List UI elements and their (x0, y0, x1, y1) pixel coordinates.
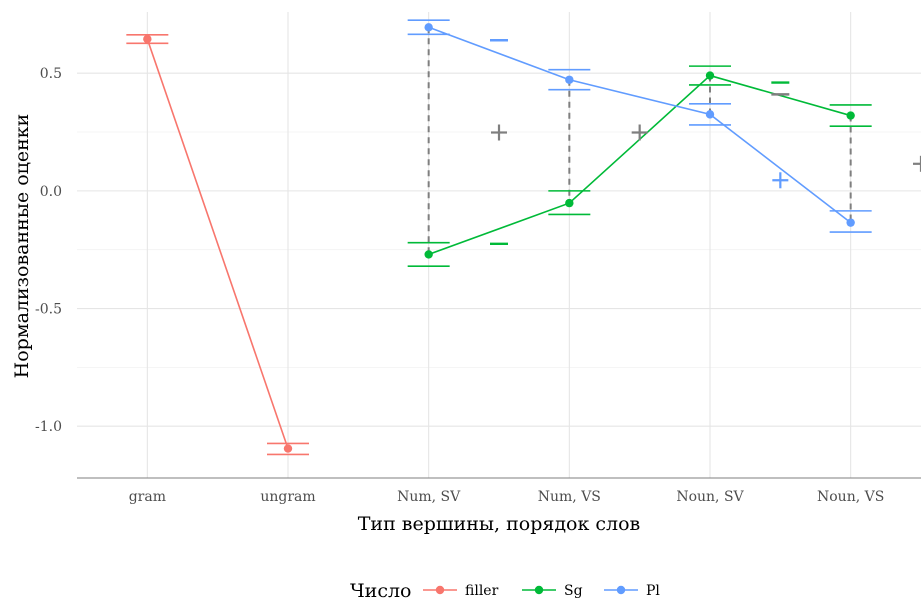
data-point (705, 110, 715, 119)
y-tick-label: -1.0 (35, 419, 62, 435)
series-line-Pl (428, 26, 852, 224)
data-point (424, 23, 433, 32)
x-tick-label: Num, SV (397, 489, 461, 505)
y-tick-label: 0.5 (40, 66, 62, 82)
data-point (565, 198, 574, 208)
legend-label: Pl (646, 583, 660, 599)
legend-key-point (534, 585, 544, 595)
legend: Число filler Sg Pl (350, 580, 660, 600)
series-line-Sg (428, 74, 851, 256)
data-point (424, 250, 433, 259)
data-point (846, 111, 855, 120)
legend-label: filler (465, 583, 499, 599)
y-tick-labels: -1.0 -0.5 0.0 0.5 (35, 66, 62, 435)
x-tick-label: gram (129, 489, 166, 505)
legend-key-point (616, 585, 626, 595)
data-points (143, 23, 855, 453)
connector-lines (427, 27, 852, 255)
significance-markers (490, 39, 921, 246)
x-axis-title: Тип вершины, порядок слов (358, 513, 641, 535)
data-point (565, 75, 574, 84)
x-tick-label: Num, VS (538, 489, 601, 505)
x-tick-label: Noun, SV (676, 489, 744, 505)
data-point (846, 218, 855, 227)
series-line-filler (146, 38, 289, 449)
data-point (283, 444, 293, 453)
x-tick-label: Noun, VS (817, 489, 884, 505)
legend-key-point (435, 585, 445, 595)
y-tick-label: -0.5 (35, 302, 62, 318)
series-lines (146, 26, 852, 449)
legend-label: Sg (564, 583, 583, 599)
x-tick-labels: gram ungram Num, SV Num, VS Noun, SV Noun, VS (129, 489, 885, 505)
x-tick-label: ungram (260, 489, 315, 505)
y-tick-label: 0.0 (40, 184, 62, 200)
data-point (143, 34, 152, 44)
data-point (705, 71, 715, 80)
y-axis-title: Нормализованные оценки (11, 114, 33, 379)
legend-title: Число (350, 580, 412, 600)
error-bars (126, 19, 872, 456)
